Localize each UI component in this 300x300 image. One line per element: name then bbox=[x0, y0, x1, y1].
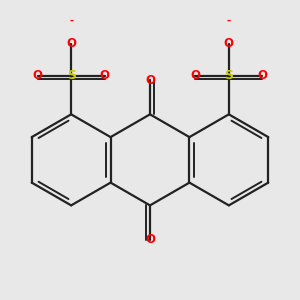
Text: O: O bbox=[66, 37, 76, 50]
Text: O: O bbox=[224, 37, 234, 50]
Text: -: - bbox=[227, 15, 231, 26]
Text: O: O bbox=[257, 69, 267, 82]
Text: O: O bbox=[145, 74, 155, 87]
Text: O: O bbox=[33, 69, 43, 82]
Text: S: S bbox=[67, 69, 76, 82]
Text: O: O bbox=[190, 69, 200, 82]
Text: O: O bbox=[100, 69, 110, 82]
Text: -: - bbox=[69, 15, 73, 26]
Text: S: S bbox=[224, 69, 233, 82]
Text: O: O bbox=[145, 233, 155, 246]
